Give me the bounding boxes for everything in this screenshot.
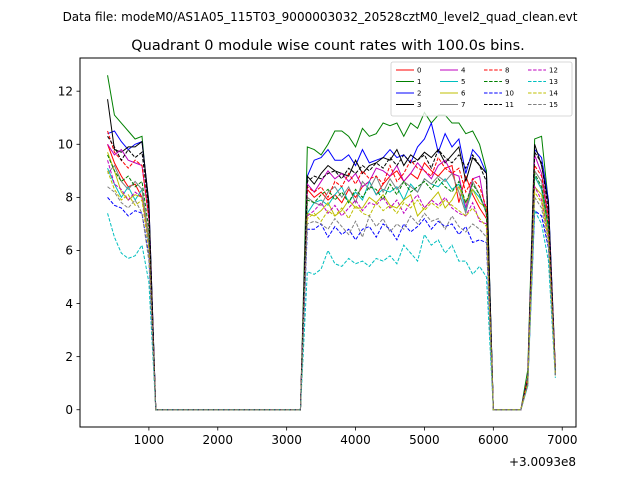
legend-label-6: 6 xyxy=(461,90,466,98)
x-tick-label: 1000 xyxy=(134,433,165,447)
legend-label-11: 11 xyxy=(505,101,514,109)
x-tick-label: 4000 xyxy=(340,433,371,447)
series-line-14 xyxy=(107,170,556,411)
x-tick-label: 2000 xyxy=(203,433,234,447)
y-tick-label: 0 xyxy=(65,403,73,417)
legend-label-5: 5 xyxy=(461,78,465,86)
series-line-15 xyxy=(107,186,556,411)
series-line-12 xyxy=(107,160,556,411)
legend-label-1: 1 xyxy=(417,78,421,86)
legend-label-3: 3 xyxy=(417,101,421,109)
x-offset-label: +3.0093e8 xyxy=(509,455,576,469)
x-tick-label: 3000 xyxy=(271,433,302,447)
y-tick-label: 8 xyxy=(65,191,73,205)
legend-label-8: 8 xyxy=(505,67,509,75)
y-tick-label: 6 xyxy=(65,244,73,258)
legend-label-13: 13 xyxy=(549,78,558,86)
legend-label-2: 2 xyxy=(417,90,421,98)
chart-title: Quadrant 0 module wise count rates with … xyxy=(131,38,525,54)
y-tick-label: 10 xyxy=(58,137,73,151)
y-tick-label: 12 xyxy=(58,84,73,98)
x-tick-label: 5000 xyxy=(409,433,440,447)
legend-frame xyxy=(390,61,573,117)
legend-label-9: 9 xyxy=(505,78,509,86)
y-tick-label: 4 xyxy=(65,297,73,311)
x-tick-label: 7000 xyxy=(547,433,578,447)
legend-label-4: 4 xyxy=(461,67,466,75)
series-layer xyxy=(107,75,556,411)
legend-label-15: 15 xyxy=(549,101,558,109)
y-axis: 0 2 4 6 8 10 12 xyxy=(58,84,80,417)
legend-label-0: 0 xyxy=(417,67,421,75)
figure-suptitle: Data file: modeM0/AS1A05_115T03_90000030… xyxy=(63,10,578,24)
legend-label-14: 14 xyxy=(549,90,558,98)
x-tick-label: 6000 xyxy=(478,433,509,447)
x-axis: 1000 2000 3000 4000 5000 6000 7000 xyxy=(134,427,578,447)
y-tick-label: 2 xyxy=(65,350,73,364)
legend-label-7: 7 xyxy=(461,101,465,109)
legend-label-10: 10 xyxy=(505,90,514,98)
series-line-9 xyxy=(107,154,556,411)
axes-frame xyxy=(79,57,577,428)
legend-label-12: 12 xyxy=(549,67,558,75)
